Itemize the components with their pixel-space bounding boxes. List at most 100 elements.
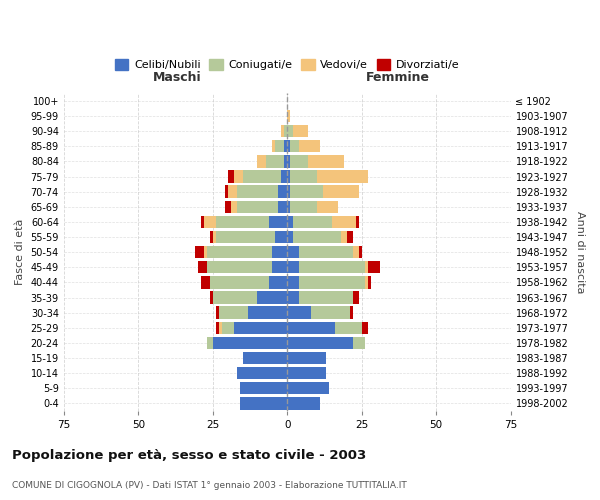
Bar	[216, 216, 269, 228]
Bar	[287, 155, 290, 168]
Bar	[290, 140, 299, 152]
Bar	[332, 216, 356, 228]
Bar	[287, 306, 311, 319]
Bar	[239, 382, 287, 394]
Bar	[198, 261, 207, 274]
Bar	[242, 352, 287, 364]
Bar	[353, 292, 359, 304]
Bar	[317, 200, 338, 213]
Bar	[359, 246, 362, 258]
Bar	[216, 231, 275, 243]
Bar	[350, 306, 353, 319]
Bar	[284, 125, 287, 138]
Bar	[290, 200, 317, 213]
Bar	[227, 186, 236, 198]
Bar	[248, 306, 287, 319]
Bar	[269, 276, 287, 288]
Text: Maschi: Maschi	[152, 72, 201, 85]
Bar	[299, 140, 320, 152]
Bar	[287, 261, 299, 274]
Bar	[207, 246, 272, 258]
Bar	[341, 231, 347, 243]
Bar	[299, 246, 353, 258]
Bar	[236, 186, 278, 198]
Bar	[287, 216, 293, 228]
Bar	[230, 200, 236, 213]
Bar	[287, 186, 290, 198]
Text: Popolazione per età, sesso e stato civile - 2003: Popolazione per età, sesso e stato civil…	[12, 450, 366, 462]
Bar	[323, 186, 359, 198]
Bar	[287, 322, 335, 334]
Bar	[287, 125, 293, 138]
Bar	[275, 140, 284, 152]
Bar	[218, 322, 221, 334]
Bar	[224, 186, 227, 198]
Bar	[356, 216, 359, 228]
Bar	[317, 170, 368, 182]
Bar	[242, 170, 281, 182]
Bar	[213, 292, 257, 304]
Bar	[284, 155, 287, 168]
Y-axis label: Fasce di età: Fasce di età	[15, 219, 25, 286]
Bar	[221, 322, 233, 334]
Bar	[299, 292, 353, 304]
Bar	[347, 231, 353, 243]
Bar	[353, 246, 359, 258]
Bar	[210, 276, 269, 288]
Bar	[287, 246, 299, 258]
Bar	[201, 216, 204, 228]
Bar	[287, 382, 329, 394]
Bar	[272, 140, 275, 152]
Bar	[236, 200, 278, 213]
Bar	[278, 200, 287, 213]
Bar	[362, 322, 368, 334]
Bar	[353, 336, 365, 349]
Bar	[287, 200, 290, 213]
Bar	[216, 322, 218, 334]
Bar	[207, 336, 213, 349]
Bar	[269, 216, 287, 228]
Bar	[216, 306, 218, 319]
Bar	[293, 216, 332, 228]
Bar	[266, 155, 284, 168]
Bar	[213, 231, 216, 243]
Y-axis label: Anni di nascita: Anni di nascita	[575, 211, 585, 294]
Bar	[207, 261, 272, 274]
Bar	[281, 125, 284, 138]
Bar	[287, 367, 326, 380]
Bar	[293, 231, 341, 243]
Bar	[272, 261, 287, 274]
Bar	[218, 306, 248, 319]
Bar	[287, 276, 299, 288]
Bar	[287, 170, 290, 182]
Bar	[224, 200, 230, 213]
Bar	[236, 367, 287, 380]
Bar	[281, 170, 287, 182]
Bar	[287, 110, 290, 122]
Bar	[287, 352, 326, 364]
Bar	[287, 231, 293, 243]
Bar	[275, 231, 287, 243]
Bar	[308, 155, 344, 168]
Bar	[278, 186, 287, 198]
Bar	[299, 276, 365, 288]
Bar	[365, 261, 368, 274]
Bar	[284, 140, 287, 152]
Bar	[299, 261, 365, 274]
Legend: Celibi/Nubili, Coniugati/e, Vedovi/e, Divorziati/e: Celibi/Nubili, Coniugati/e, Vedovi/e, Di…	[110, 54, 464, 74]
Bar	[290, 186, 323, 198]
Bar	[204, 246, 207, 258]
Bar	[287, 292, 299, 304]
Bar	[201, 276, 210, 288]
Bar	[195, 246, 204, 258]
Bar	[204, 216, 216, 228]
Bar	[368, 261, 380, 274]
Bar	[257, 155, 266, 168]
Bar	[368, 276, 371, 288]
Bar	[311, 306, 350, 319]
Bar	[272, 246, 287, 258]
Bar	[233, 170, 242, 182]
Bar	[287, 397, 320, 409]
Text: COMUNE DI CIGOGNOLA (PV) - Dati ISTAT 1° gennaio 2003 - Elaborazione TUTTITALIA.: COMUNE DI CIGOGNOLA (PV) - Dati ISTAT 1°…	[12, 481, 407, 490]
Text: Femmine: Femmine	[365, 72, 430, 85]
